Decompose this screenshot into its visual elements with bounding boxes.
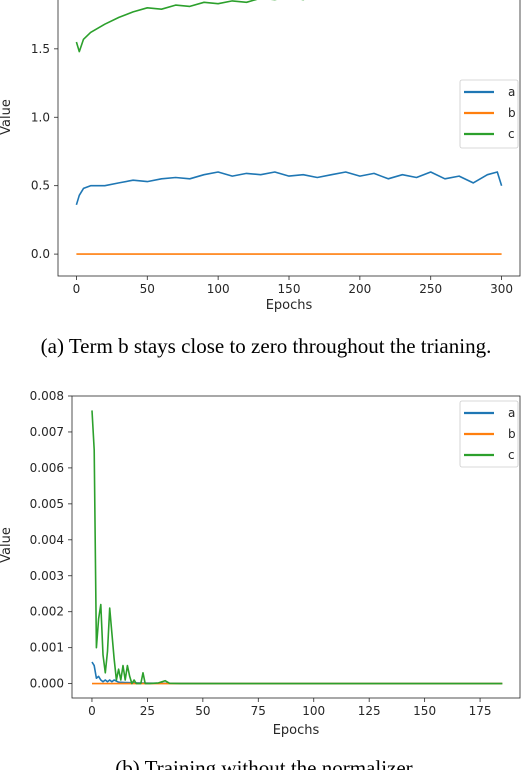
chart-b-caption: (b) Training without the normalizer.	[115, 756, 417, 770]
chart-b-series-c-line	[91, 410, 503, 685]
chart-b-y-axis-label: Value	[0, 527, 14, 563]
chart-a-legend-label-b: b	[508, 106, 516, 120]
chart-a-y-tick-label-1: 0.5	[31, 179, 50, 193]
chart-b-legend-label-c: c	[508, 448, 515, 462]
chart-b-legend-label-a: a	[508, 406, 515, 420]
chart-a-x-tick-label-6: 300	[490, 282, 513, 296]
chart-b: 0 25 50 75 100 125 150 175 0.000 0.001 0.002 0.003…	[0, 389, 521, 770]
chart-a-y-ticks: 0.0 0.5 1.0 1.5	[31, 42, 58, 261]
chart-b-y-tick-label-5: 0.005	[30, 497, 64, 511]
chart-a-x-axis-label: Epochs	[266, 298, 313, 313]
chart-b-y-tick-label-6: 0.006	[30, 461, 64, 475]
chart-b-x-tick-label-7: 175	[469, 704, 492, 718]
chart-a-x-tick-label-2: 100	[207, 282, 230, 296]
chart-a-series-a-line	[75, 171, 503, 206]
chart-a-series-group	[75, 0, 503, 255]
chart-a-legend-label-c: c	[508, 127, 515, 141]
chart-b-y-tick-label-0: 0.000	[30, 677, 64, 691]
chart-b-legend-label-b: b	[508, 427, 516, 441]
chart-b-y-tick-label-8: 0.008	[30, 389, 64, 403]
chart-b-legend: abc	[459, 400, 519, 468]
chart-b-x-tick-label-0: 0	[88, 704, 96, 718]
chart-b-plot-frame	[71, 395, 521, 699]
chart-a-legend: abc	[459, 79, 519, 149]
chart-b-y-ticks: 0.000 0.001 0.002 0.003 0.004 0.005 0.006 0.007…	[30, 389, 72, 691]
chart-b-x-ticks: 0 25 50 75 100 125 150 175	[88, 698, 492, 718]
chart-b-y-tick-label-3: 0.003	[30, 569, 64, 583]
chart-a-y-tick-label-3: 1.5	[31, 42, 50, 56]
chart-a-series-c-line	[75, 0, 305, 53]
chart-a-x-tick-label-4: 200	[348, 282, 371, 296]
chart-b-x-axis-label: Epochs	[273, 723, 320, 738]
chart-a-x-ticks: 0 50 100 150 200 250 300	[73, 276, 513, 296]
chart-b-y-tick-label-4: 0.004	[30, 533, 64, 547]
chart-a-x-tick-label-3: 150	[278, 282, 301, 296]
chart-b-x-tick-label-6: 150	[413, 704, 436, 718]
chart-b-x-tick-label-4: 100	[302, 704, 325, 718]
chart-b-series-group	[91, 410, 503, 685]
chart-a-x-tick-label-1: 50	[140, 282, 155, 296]
chart-a-legend-label-a: a	[508, 85, 515, 99]
chart-b-x-tick-label-5: 125	[358, 704, 381, 718]
chart-a-y-axis-label: Value	[0, 99, 14, 135]
chart-b-y-tick-label-7: 0.007	[30, 425, 64, 439]
chart-a-x-tick-label-5: 250	[419, 282, 442, 296]
chart-b-y-tick-label-2: 0.002	[30, 605, 64, 619]
chart-b-series-a-line	[91, 661, 503, 685]
chart-b-x-tick-label-3: 75	[251, 704, 266, 718]
chart-b-x-tick-label-2: 50	[195, 704, 210, 718]
chart-a-x-tick-label-0: 0	[73, 282, 81, 296]
chart-b-y-tick-label-1: 0.001	[30, 641, 64, 655]
chart-b-x-tick-label-1: 25	[140, 704, 155, 718]
chart-a: 0 50 100 150 200 250 300 0.0 0.5 1.0 1.5 Epochs V…	[0, 0, 521, 358]
chart-a-y-tick-label-0: 0.0	[31, 247, 50, 261]
chart-a-y-tick-label-2: 1.0	[31, 110, 50, 124]
chart-a-plot-frame	[57, 0, 521, 277]
chart-a-caption: (a) Term b stays close to zero throughou…	[41, 334, 492, 358]
